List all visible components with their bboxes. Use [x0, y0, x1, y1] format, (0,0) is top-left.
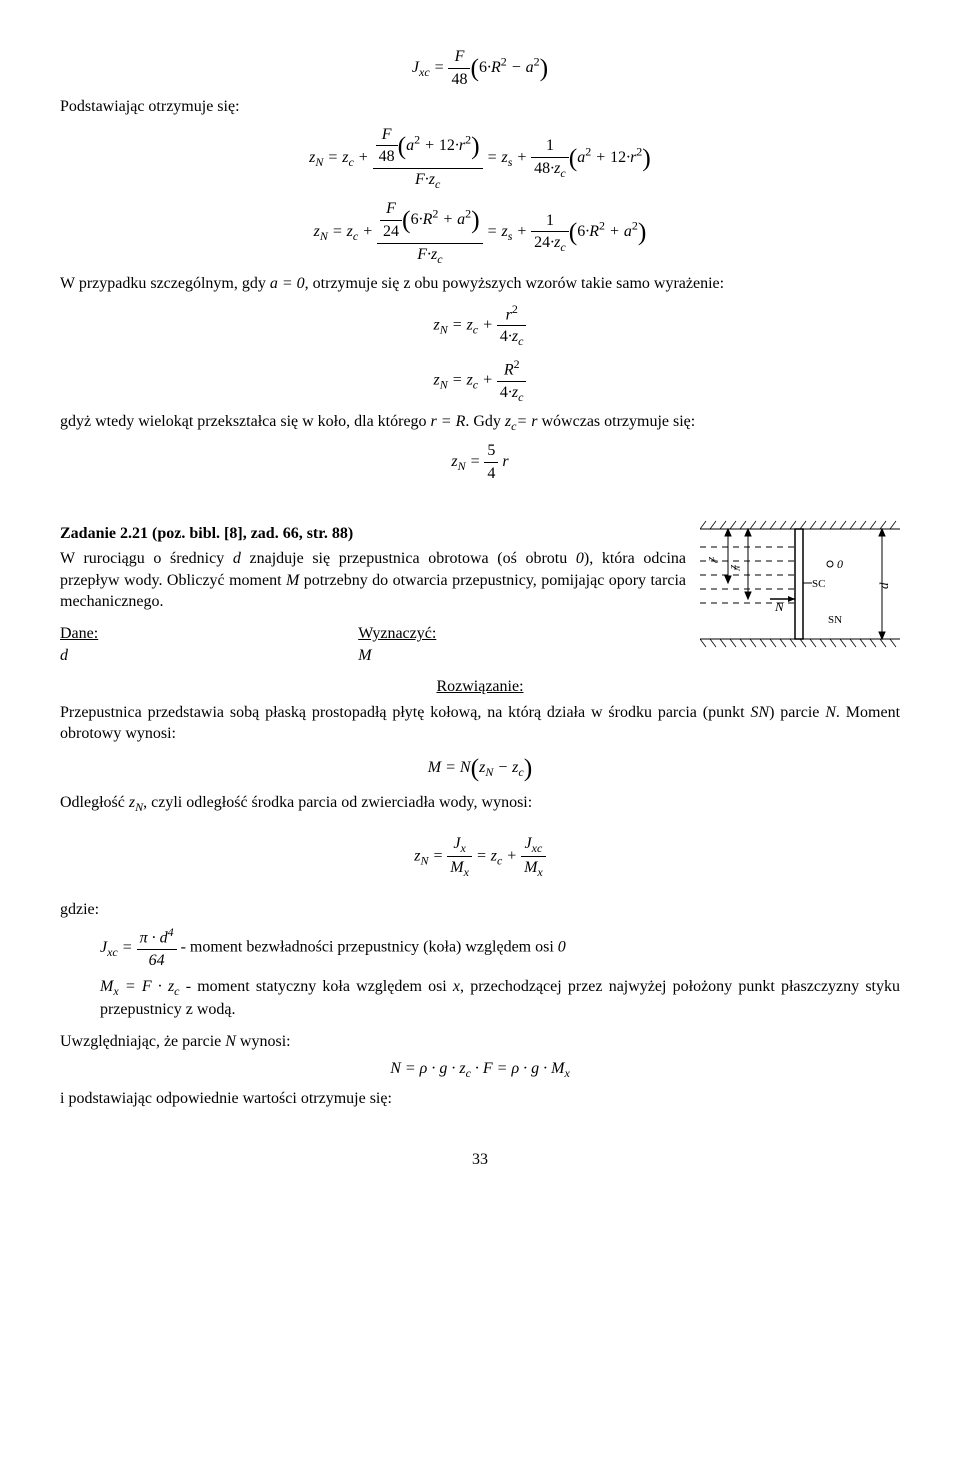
dane-value: d: [60, 645, 98, 667]
text: znajduje się przepustnica obrotowa (oś o…: [241, 550, 576, 567]
solution-para-2: Odległość zN, czyli odległość środka par…: [60, 792, 900, 815]
wyznaczyc-label: Wyznaczyć:: [358, 623, 436, 645]
solution-para-1: Przepustnica przedstawia sobą płaską pro…: [60, 702, 900, 745]
para-final: i podstawiając odpowiednie wartości otrz…: [60, 1088, 900, 1110]
svg-text:0: 0: [837, 557, 843, 571]
text: Uwzględniając, że parcie: [60, 1033, 225, 1050]
svg-text:SN: SN: [828, 614, 842, 626]
sym-M: M: [286, 572, 299, 589]
para-special-case: W przypadku szczególnym, gdy a = 0, otrz…: [60, 273, 900, 295]
sym-SN: SN: [750, 704, 769, 721]
text: W przypadku szczególnym, gdy: [60, 275, 270, 292]
text: - moment bezwładności przepustnicy (koła…: [181, 939, 558, 956]
svg-text:d: d: [876, 582, 891, 589]
sym-N: N: [825, 704, 836, 721]
sym-x: x: [453, 978, 460, 995]
sym-0: 0: [558, 939, 566, 956]
dane-wyznaczyc-row: Dane: d Wyznaczyć: M: [60, 623, 686, 666]
equation-M: M = N(zN − zc): [60, 751, 900, 786]
text: ) parcie: [769, 704, 825, 721]
text: wówczas otrzymuje się:: [538, 413, 696, 430]
page-number: 33: [60, 1149, 900, 1171]
equation-zn-J-M: zN = JxMx = zc + JxcMx: [60, 833, 900, 881]
svg-text:SC: SC: [812, 578, 825, 590]
text: , czyli odległość środka parcia od zwier…: [143, 794, 532, 811]
sym-N: N: [225, 1033, 236, 1050]
sym-d: d: [233, 550, 241, 567]
para-substituting: Podstawiając otrzymuje się:: [60, 96, 900, 118]
equation-N: N = ρ · g · zc · F = ρ · g · Mx: [60, 1058, 900, 1081]
text: Przepustnica przedstawia sobą płaską pro…: [60, 704, 750, 721]
equation-zn-r: zN = zc + r24·zc: [60, 301, 900, 350]
sym-0: 0: [576, 550, 584, 567]
a-eq-0: a = 0: [270, 275, 305, 292]
text: W rurociągu o średnicy: [60, 550, 233, 567]
para-uwzgledniajac: Uwzględniając, że parcie N wynosi:: [60, 1031, 900, 1053]
rozwiazanie-label: Rozwiązanie:: [60, 676, 900, 698]
r-eq-R: r = R: [431, 413, 466, 430]
svg-text:N: N: [774, 599, 785, 614]
def-mx: Mx = F · zc - moment statyczny koła wzgl…: [60, 976, 900, 1021]
def-jxc: Jxc = π · d464 - moment bezwładności prz…: [60, 924, 900, 972]
svg-text:c: c: [711, 559, 720, 563]
dane-label: Dane:: [60, 623, 98, 645]
equation-zn-R: zN = zc + R24·zc: [60, 356, 900, 405]
text: - moment statyczny koła względem osi: [186, 978, 453, 995]
sym-zN: zN: [129, 794, 143, 811]
equation-zn2: zN = zc + F24(6·R2 + a2) F·zc = zs + 124…: [60, 198, 900, 267]
text: , otrzymuje się z obu powyższych wzorów …: [305, 275, 724, 292]
equation-jxc: Jxc = F48(6·R2 − a2): [60, 46, 900, 90]
figure-pipe-valve: 0 SC N SN z c z N: [700, 519, 900, 656]
text: . Gdy: [465, 413, 505, 430]
text: wynosi:: [236, 1033, 291, 1050]
text: Odległość: [60, 794, 129, 811]
para-polygon: gdyż wtedy wielokąt przekształca się w k…: [60, 411, 900, 434]
equation-zn-5-4r: zN = 54 r: [60, 440, 900, 484]
equation-zn1: zN = zc + F48(a2 + 12·r2) F·zc = zs + 14…: [60, 124, 900, 193]
zc-eq-r: zc= r: [505, 413, 538, 430]
text: Rozwiązanie:: [436, 678, 523, 695]
text: gdyż wtedy wielokąt przekształca się w k…: [60, 413, 431, 430]
gdzie-label: gdzie:: [60, 899, 900, 921]
svg-text:N: N: [733, 565, 742, 572]
wyznaczyc-value: M: [358, 645, 436, 667]
task-title-text: Zadanie 2.21 (poz. bibl. [8], zad. 66, s…: [60, 525, 353, 542]
